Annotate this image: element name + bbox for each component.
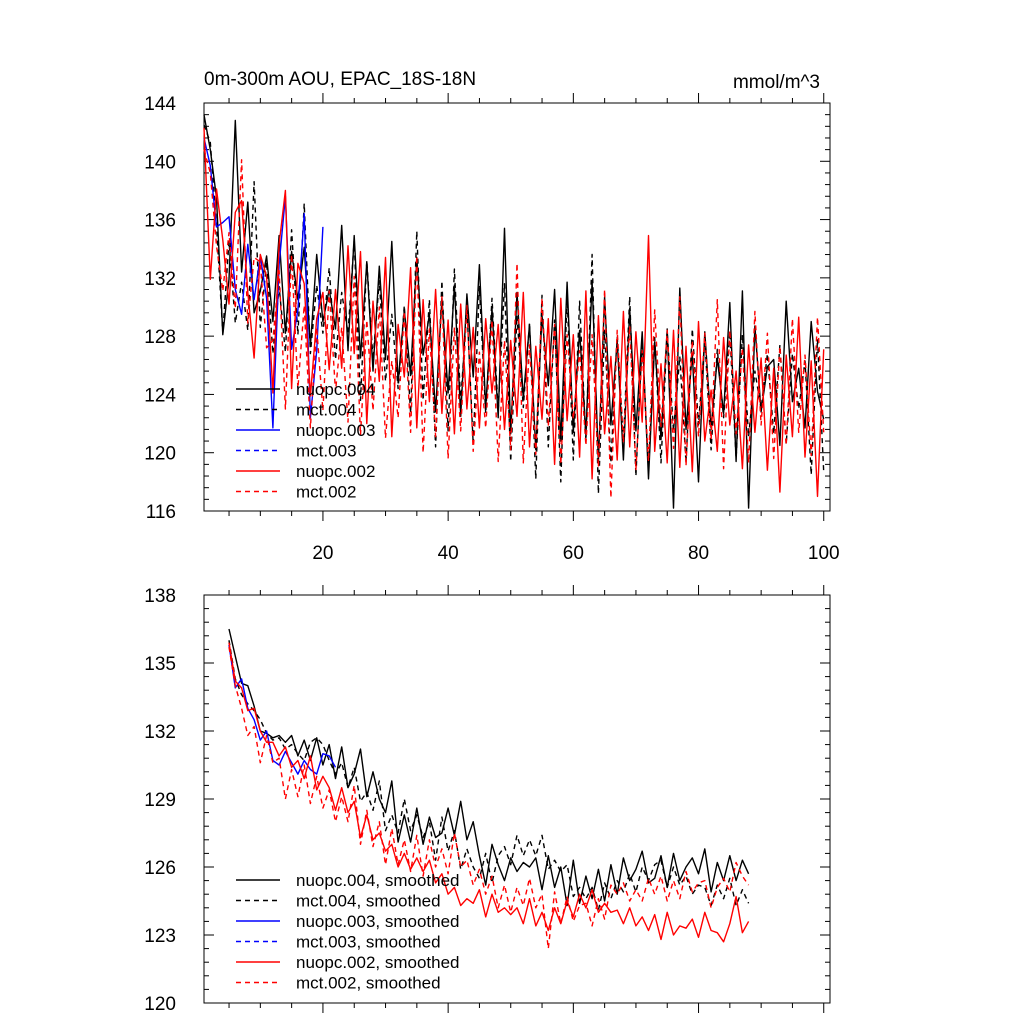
x-tick-label: 60 [563,543,584,564]
top-chart-panel: 116 120 124 128 132 136 140 144 20 40 60 80 100 0m-30… [144,69,839,564]
plot-frame [203,102,831,512]
legend-label: mct.002 [296,483,356,502]
legend-label: nuopc.004, smoothed [296,871,460,890]
bottom-chart-panel: 120 123 126 129 132 135 138 nuopc.004, smoothed… [144,585,831,1015]
series-line-nuopc-003 [203,137,324,429]
legend-label: nuopc.003 [296,421,375,440]
y-tick-label: 132 [144,269,176,290]
y-tick-label: 135 [144,654,176,675]
series-line-mct-002-smoothed [228,646,750,950]
y-tick-label: 138 [144,586,176,607]
series-line-nuopc-004-smoothed [228,628,750,907]
x-tick-label: 40 [438,543,459,564]
legend-label: mct.004 [296,401,356,420]
y-tick-label: 116 [146,502,176,523]
series-line-mct-002 [203,149,825,499]
y-tick-label: 140 [144,152,176,173]
x-tick-label: 100 [808,543,840,564]
legend-label: nuopc.002 [296,462,375,481]
y-tick-label: 123 [144,926,176,947]
y-tick-label: 136 [144,211,176,232]
legend-label: mct.003, smoothed [296,933,441,952]
legend-label: nuopc.003, smoothed [296,912,460,931]
x-tick-label: 80 [688,543,709,564]
y-tick-label: 120 [144,444,176,465]
legend-label: nuopc.004 [296,380,375,399]
y-tick-label: 132 [144,722,176,743]
y-tick-label: 124 [144,385,176,406]
legend-label: nuopc.002, smoothed [296,953,460,972]
series-line-nuopc-002-smoothed [228,642,750,943]
series-line-mct-004-smoothed [228,640,750,911]
series-line-nuopc-003-smoothed [228,644,337,775]
units-label: mmol/m^3 [733,72,820,93]
legend-label: mct.004, smoothed [296,892,441,911]
legend-label: mct.003 [296,442,356,461]
chart-title: 0m-300m AOU, EPAC_18S-18N [204,69,476,90]
y-tick-label: 126 [144,858,176,879]
y-tick-label: 144 [144,94,176,115]
y-tick-label: 128 [144,327,176,348]
y-tick-label: 120 [144,994,176,1015]
y-tick-label: 129 [144,790,176,811]
legend-label: mct.002, smoothed [296,974,441,993]
x-tick-label: 20 [312,543,333,564]
